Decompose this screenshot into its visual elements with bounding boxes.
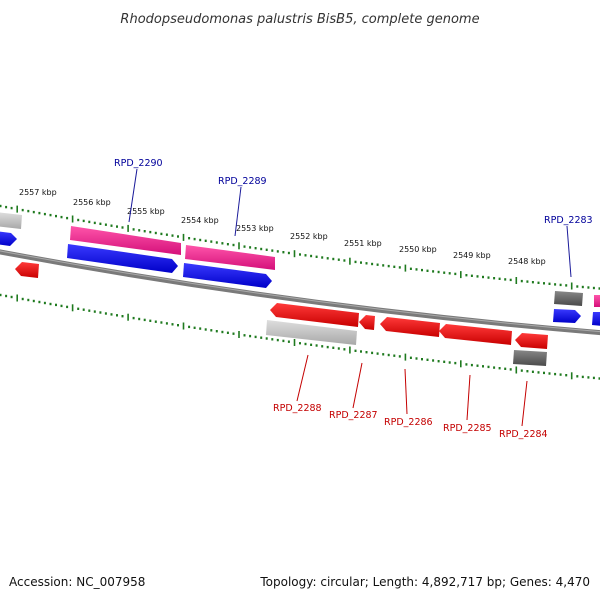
accession-text: Accession: NC_007958 [9,575,145,589]
gene-feature-pseudo[interactable] [0,212,22,229]
gene-label-rpd-2284[interactable]: RPD_2284 [499,429,548,440]
gene-label-rpd-2286[interactable]: RPD_2286 [384,417,433,428]
callout-line [352,362,363,409]
gene-feature-reverse[interactable] [359,315,375,330]
gene-feature-reverse[interactable] [380,317,440,337]
gene-label-rpd-2289[interactable]: RPD_2289 [218,176,267,187]
callout-line [128,168,138,223]
gene-label-callouts [128,168,572,427]
feature-track-rna [70,226,600,307]
genome-backbone [0,249,600,336]
kbp-label-2554: 2554 kbp [181,216,219,225]
tick-ring-outer [0,204,600,290]
kbp-label-2553: 2553 kbp [236,224,274,233]
topology-text: Topology: circular; Length: 4,892,717 bp… [259,575,590,589]
feature-track-forward [0,231,600,326]
kbp-label-2551: 2551 kbp [344,239,382,248]
gene-feature-forward[interactable] [0,231,17,246]
gene-feature-reverse[interactable] [515,333,548,349]
callout-line [234,186,242,237]
gene-feature-forward[interactable] [592,312,600,326]
gene-feature-pseudo[interactable] [266,320,357,345]
gene-label-rpd-2288[interactable]: RPD_2288 [273,403,322,414]
gene-label-rpd-2290[interactable]: RPD_2290 [114,158,163,169]
callout-line [466,374,471,421]
feature-track-reverse [15,262,548,349]
gene-labels: RPD_2290 RPD_2289 RPD_2283 RPD_2288 RPD_… [114,158,593,440]
gene-feature-reverse[interactable] [439,324,512,345]
kbp-label-2549: 2549 kbp [453,251,491,260]
kbp-label-2548: 2548 kbp [508,257,546,266]
gene-label-rpd-2285[interactable]: RPD_2285 [443,423,492,434]
callout-line [404,368,408,415]
kbp-label-2556: 2556 kbp [73,198,111,207]
gene-feature-forward[interactable] [183,263,272,288]
kbp-label-2557: 2557 kbp [19,188,57,197]
gene-feature-forward[interactable] [67,244,178,273]
gene-feature-rna[interactable] [70,226,181,255]
gene-label-rpd-2283[interactable]: RPD_2283 [544,215,593,226]
gene-feature-rna[interactable] [185,245,275,270]
gene-feature-reverse[interactable] [270,303,359,327]
tick-ring-inner [0,293,600,380]
gene-label-rpd-2287[interactable]: RPD_2287 [329,410,378,421]
gene-feature-reverse[interactable] [15,262,39,278]
callout-line [521,380,528,427]
kbp-scale-labels: 2557 kbp 2556 kbp 2555 kbp 2554 kbp 2553… [19,188,546,266]
feature-track-inner-misc [266,320,547,366]
gene-feature-other[interactable] [513,350,547,366]
gene-feature-forward[interactable] [553,309,581,323]
gene-feature-rna[interactable] [594,295,600,307]
callout-line [296,354,309,402]
callout-line [566,225,572,278]
kbp-label-2555: 2555 kbp [127,207,165,216]
genome-backbone-highlight [0,250,600,333]
feature-track-misc [0,212,583,306]
map-title: Rhodopseudomonas palustris BisB5, comple… [120,12,479,27]
kbp-label-2552: 2552 kbp [290,232,328,241]
kbp-label-2550: 2550 kbp [399,245,437,254]
gene-feature-other[interactable] [554,291,583,306]
